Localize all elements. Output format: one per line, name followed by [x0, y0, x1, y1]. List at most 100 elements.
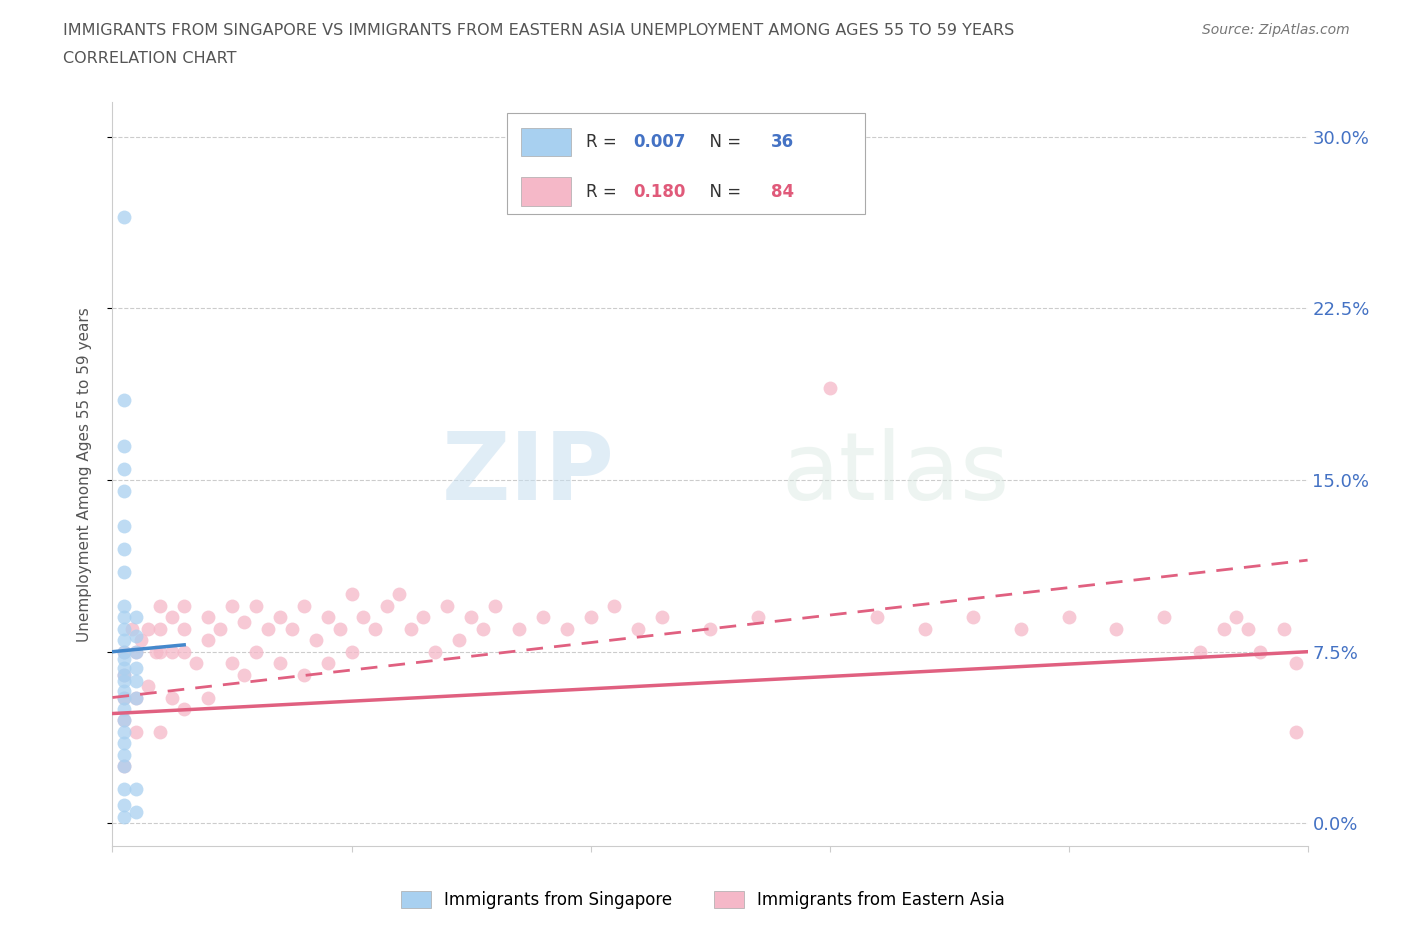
Point	[149, 644, 172, 659]
Point	[125, 644, 148, 659]
Point	[221, 656, 243, 671]
Point	[209, 621, 232, 636]
Point	[125, 804, 148, 819]
Point	[1189, 644, 1212, 659]
Point	[603, 599, 626, 614]
Point	[162, 690, 183, 705]
Point	[221, 599, 243, 614]
Point	[173, 599, 195, 614]
Point	[114, 701, 135, 716]
Text: ZIP: ZIP	[441, 429, 614, 520]
Point	[114, 621, 135, 636]
Point	[114, 438, 135, 453]
Y-axis label: Unemployment Among Ages 55 to 59 years: Unemployment Among Ages 55 to 59 years	[77, 307, 91, 642]
Point	[114, 599, 135, 614]
Point	[364, 621, 387, 636]
Point	[425, 644, 447, 659]
Point	[1272, 621, 1295, 636]
Point	[149, 724, 172, 739]
Point	[114, 565, 135, 579]
Point	[125, 690, 148, 705]
Text: 0.180: 0.180	[634, 182, 686, 201]
Point	[579, 610, 602, 625]
Point	[747, 610, 769, 625]
Point	[114, 660, 135, 675]
Point	[316, 656, 339, 671]
Point	[125, 724, 148, 739]
Bar	[522, 178, 571, 206]
Point	[145, 644, 167, 659]
Point	[377, 599, 399, 614]
Bar	[522, 127, 571, 156]
Point	[651, 610, 673, 625]
Point	[447, 632, 470, 647]
Text: CORRELATION CHART: CORRELATION CHART	[63, 51, 236, 66]
Point	[818, 381, 841, 396]
Point	[114, 713, 135, 728]
Point	[125, 690, 148, 705]
Point	[114, 809, 135, 824]
Point	[269, 610, 291, 625]
Point	[1225, 610, 1247, 625]
Point	[114, 484, 135, 498]
Point	[114, 690, 135, 705]
Point	[149, 621, 172, 636]
Point	[114, 209, 135, 224]
Point	[292, 667, 315, 682]
Point	[1249, 644, 1271, 659]
Point	[114, 644, 135, 659]
Point	[197, 690, 219, 705]
Point	[340, 587, 363, 602]
Point	[245, 599, 267, 614]
Text: N =: N =	[699, 182, 747, 201]
Text: atlas: atlas	[782, 429, 1010, 520]
Text: IMMIGRANTS FROM SINGAPORE VS IMMIGRANTS FROM EASTERN ASIA UNEMPLOYMENT AMONG AGE: IMMIGRANTS FROM SINGAPORE VS IMMIGRANTS …	[63, 23, 1015, 38]
Point	[138, 621, 160, 636]
Point	[114, 667, 135, 682]
Point	[125, 781, 148, 796]
Point	[281, 621, 304, 636]
Point	[121, 621, 143, 636]
Point	[125, 644, 148, 659]
Point	[1057, 610, 1080, 625]
Point	[257, 621, 280, 636]
Point	[352, 610, 374, 625]
Point	[316, 610, 339, 625]
Point	[1285, 724, 1308, 739]
Point	[197, 632, 219, 647]
Text: Source: ZipAtlas.com: Source: ZipAtlas.com	[1202, 23, 1350, 37]
Point	[125, 660, 148, 675]
Point	[114, 759, 135, 774]
Point	[914, 621, 936, 636]
Point	[388, 587, 411, 602]
Point	[114, 518, 135, 533]
Point	[412, 610, 434, 625]
Point	[1213, 621, 1236, 636]
Point	[114, 461, 135, 476]
Point	[472, 621, 495, 636]
Point	[114, 759, 135, 774]
Point	[114, 392, 135, 407]
Point	[245, 644, 267, 659]
Point	[173, 621, 195, 636]
Point	[114, 736, 135, 751]
Point	[699, 621, 721, 636]
Point	[114, 651, 135, 666]
Point	[125, 629, 148, 644]
Point	[531, 610, 554, 625]
Point	[114, 541, 135, 556]
Point	[173, 644, 195, 659]
Point	[114, 713, 135, 728]
Point	[233, 615, 256, 630]
Point	[114, 632, 135, 647]
Point	[305, 632, 328, 647]
Point	[114, 781, 135, 796]
Point	[436, 599, 458, 614]
Point	[114, 684, 135, 698]
Point	[292, 599, 315, 614]
Point	[149, 599, 172, 614]
Text: R =: R =	[586, 133, 621, 151]
Point	[627, 621, 650, 636]
Point	[114, 674, 135, 689]
Point	[1153, 610, 1175, 625]
